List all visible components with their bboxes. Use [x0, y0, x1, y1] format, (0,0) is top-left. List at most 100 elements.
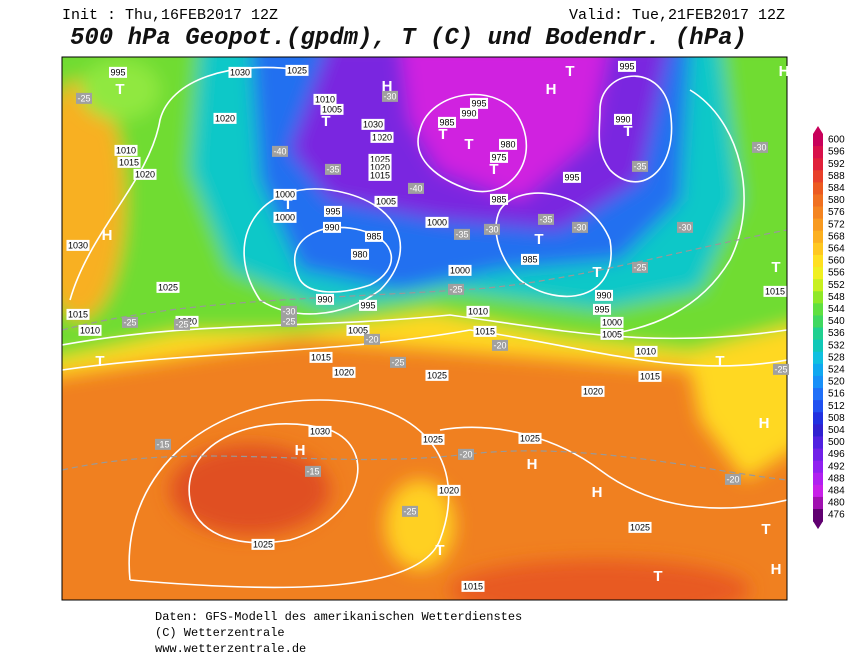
colorbar-swatch: [813, 206, 823, 220]
isobar-label: 1025: [158, 282, 178, 292]
isobar-label-box: [581, 385, 605, 397]
isobar-label-box: [489, 193, 509, 205]
isobar-label: 1025: [427, 370, 447, 380]
isobar-label-box: [368, 169, 392, 181]
isobar: [417, 93, 528, 193]
isobar-label: 990: [615, 114, 630, 124]
colorbar-label: 552: [828, 280, 845, 291]
init-time: Init : Thu,16FEB2017 12Z: [62, 7, 278, 24]
pressure-center: H: [779, 63, 790, 80]
pressure-center: H: [382, 78, 393, 95]
isobar-label: 1010: [468, 306, 488, 316]
colorbar-swatch: [813, 400, 823, 413]
colorbar-swatch: [813, 388, 823, 401]
pressure-center: H: [527, 456, 538, 473]
colorbar-swatch: [813, 351, 823, 365]
colorbar-swatch: [813, 339, 823, 353]
isobar-label: 1005: [322, 104, 342, 114]
isobar-label-box: [763, 285, 787, 297]
pressure-center: H: [102, 227, 113, 244]
isobar: [62, 314, 787, 346]
isotherm-label-box: [363, 333, 381, 345]
isotherm-label-box: [381, 90, 399, 102]
isotherm-label: -20: [493, 340, 506, 350]
colorbar-swatch: [813, 303, 823, 316]
isotherm-label: -20: [726, 474, 739, 484]
isobar-label: 980: [500, 139, 515, 149]
isotherm-label: -25: [77, 93, 90, 103]
isobar-label: 995: [471, 98, 486, 108]
colorbar-label: 504: [828, 425, 845, 436]
isobar-label-box: [600, 316, 624, 328]
isobar-label-box: [370, 131, 394, 143]
isobar-label-box: [66, 308, 90, 320]
isotherm-label-box: [75, 92, 93, 104]
isobar-label-box: [437, 116, 457, 128]
isobar-label: 1010: [315, 94, 335, 104]
colorbar-swatch: [813, 460, 823, 474]
isotherm-label: -25: [123, 317, 136, 327]
isobar-label: 1020: [135, 169, 155, 179]
isotherm-label: -30: [282, 306, 295, 316]
colorbar-label: 588: [828, 171, 845, 182]
isobar-label-box: [320, 103, 344, 115]
isobar-label: 1025: [287, 65, 307, 75]
colorbar-swatch: [813, 496, 823, 510]
isobar-label: 1030: [230, 67, 250, 77]
isotherm-label-box: [751, 141, 769, 153]
isobar: [495, 192, 612, 298]
isobar-label: 1025: [253, 539, 273, 549]
colorbar-swatch: [813, 242, 823, 256]
pressure-center: T: [565, 63, 574, 80]
colorbar-label: 544: [828, 304, 845, 315]
pressure-center: H: [295, 442, 306, 459]
map-field: [62, 57, 787, 600]
isobar-label-box: [66, 239, 90, 251]
colorbar-label: 536: [828, 328, 845, 339]
isobar-label-box: [322, 221, 342, 233]
isobar-label: 990: [596, 290, 611, 300]
isobar-label-box: [518, 432, 542, 444]
isobar-label: 1015: [68, 309, 88, 319]
isobar-label: 1020: [372, 132, 392, 142]
isobar-label-box: [592, 303, 612, 315]
isotherm-label-box: [280, 305, 298, 317]
isobar-label: 1015: [640, 371, 660, 381]
map-frame: [61, 56, 788, 601]
isobar-label: 985: [439, 117, 454, 127]
isotherm-label: -30: [485, 224, 498, 234]
colorbar-swatch: [813, 436, 823, 450]
colorbar-swatch: [813, 412, 823, 425]
isotherm-label-box: [447, 283, 465, 295]
isobar-label: 1015: [119, 157, 139, 167]
map-labels: 995 1030 102510101005102010101015102010301…: [66, 60, 790, 592]
isotherm-label: -25: [449, 284, 462, 294]
isobar-label-box: [473, 325, 497, 337]
colorbar-swatch: [813, 375, 823, 389]
colorbar-swatch: [813, 133, 823, 147]
isotherm-label-box: [772, 363, 790, 375]
isobar-label: 990: [324, 222, 339, 232]
isotherm-label-box: [457, 448, 475, 460]
pressure-center: T: [372, 129, 381, 146]
field-yellow: [62, 80, 125, 320]
isobar-label-box: [638, 370, 662, 382]
isotherm-label-box: [407, 182, 425, 194]
isotherm-label: -35: [326, 164, 339, 174]
isotherm-label-box: [154, 438, 172, 450]
colorbar-swatch: [813, 254, 823, 268]
isobar-label-box: [469, 97, 489, 109]
isobar-label-box: [459, 107, 479, 119]
pressure-center: T: [771, 259, 780, 276]
isobar-label: 1000: [275, 189, 295, 199]
isotherm-label: -25: [175, 319, 188, 329]
isotherm-label-box: [453, 228, 471, 240]
isotherm-label-box: [676, 221, 694, 233]
isobar-label-box: [613, 113, 633, 125]
isobar-label: 985: [491, 194, 506, 204]
colorbar-label: 508: [828, 413, 845, 424]
isobar-label: 1010: [116, 145, 136, 155]
isotherm-label-box: [491, 339, 509, 351]
pressure-center: H: [759, 415, 770, 432]
